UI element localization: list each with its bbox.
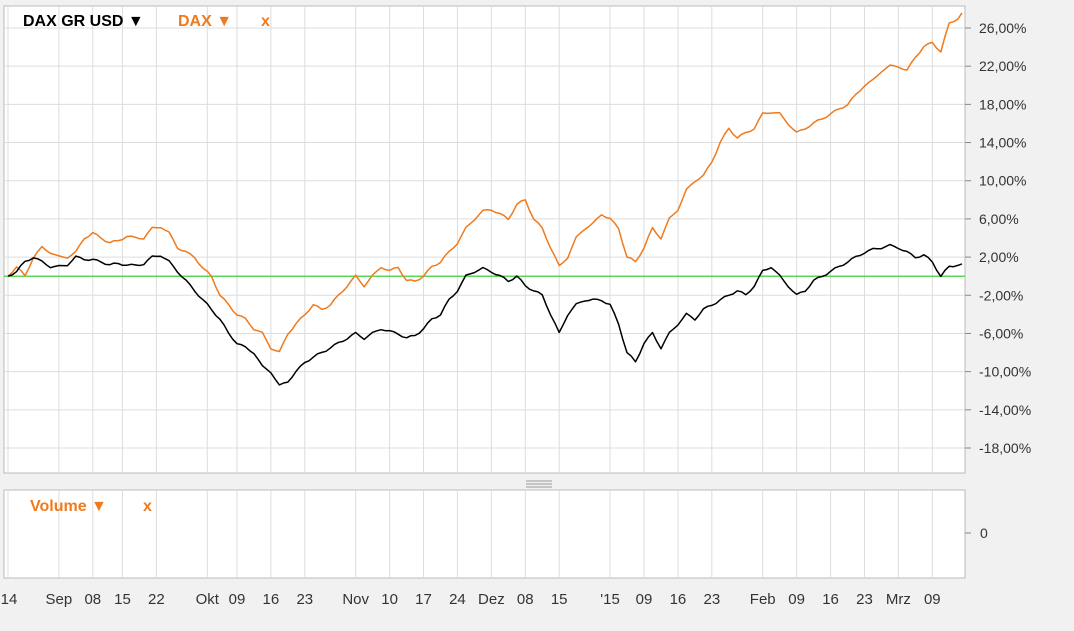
volume-vertical-gridlines xyxy=(7,490,933,578)
x-tick-label: 08 xyxy=(84,591,101,608)
y-tick-label: -6,00% xyxy=(979,325,1023,341)
y-tick-label: 10,00% xyxy=(979,173,1026,189)
x-tick-label: 16 xyxy=(670,591,687,608)
x-tick-label: Sep xyxy=(46,591,73,608)
x-tick-label: 09 xyxy=(924,591,941,608)
series-line-dax xyxy=(7,12,963,353)
x-tick-label: 08 xyxy=(517,591,534,608)
legend-series-dax-gr-usd[interactable]: DAX GR USD ▼ xyxy=(23,13,144,30)
x-tick-label: 22 xyxy=(148,591,165,608)
main-horizontal-gridlines xyxy=(4,27,965,449)
x-tick-label: Nov xyxy=(342,591,369,608)
x-tick-label: 24 xyxy=(449,591,466,608)
volume-legend-close-x[interactable]: x xyxy=(143,498,152,515)
y-tick-label: 2,00% xyxy=(979,249,1019,265)
volume-legend-label[interactable]: Volume ▼ xyxy=(30,498,107,515)
x-tick-label: Dez xyxy=(478,591,505,608)
legend-series-dax[interactable]: DAX ▼ xyxy=(178,13,232,30)
volume-y-tick-label: 0 xyxy=(980,525,988,541)
y-tick-label: 6,00% xyxy=(979,211,1019,227)
x-tick-label: 16 xyxy=(263,591,280,608)
y-tick-label: -2,00% xyxy=(979,287,1023,303)
main-vertical-gridlines xyxy=(7,6,933,473)
series-layer xyxy=(7,12,963,386)
drag-handle-icon[interactable] xyxy=(526,480,552,488)
x-tick-label: 23 xyxy=(296,591,313,608)
x-tick-label: Okt xyxy=(196,591,220,608)
x-tick-label: 15 xyxy=(114,591,131,608)
y-tick-label: 26,00% xyxy=(979,20,1026,36)
y-axis: 26,00% 22,00% 18,00% 14,00% 10,00% 6,00% 2,00%… xyxy=(965,20,1031,456)
x-tick-label: 09 xyxy=(229,591,246,608)
x-tick-label: Mrz xyxy=(886,591,911,608)
x-tick-label: 15 xyxy=(551,591,568,608)
y-tick-label: -18,00% xyxy=(979,440,1031,456)
x-tick-label: 17 xyxy=(415,591,432,608)
x-tick-label: 10 xyxy=(381,591,398,608)
volume-plot-area[interactable] xyxy=(3,489,966,579)
legend-close-x[interactable]: x xyxy=(261,13,270,30)
x-tick-label: 09 xyxy=(788,591,805,608)
x-tick-label: 16 xyxy=(822,591,839,608)
y-tick-label: -14,00% xyxy=(979,402,1031,418)
x-axis: 14 Sep 08 15 22 Okt 09 16 23 Nov 10 17 24 Dez 08 15 '15 0… xyxy=(1,591,941,608)
y-tick-label: 14,00% xyxy=(979,135,1026,151)
price-plot-area[interactable] xyxy=(3,5,966,474)
y-tick-label: 18,00% xyxy=(979,96,1026,112)
y-tick-label: -10,00% xyxy=(979,364,1031,380)
y-tick-label: 22,00% xyxy=(979,58,1026,74)
x-tick-label: 09 xyxy=(636,591,653,608)
x-tick-label: Feb xyxy=(750,591,776,608)
series-line-dax-gr-usd xyxy=(7,243,963,386)
x-tick-label: 23 xyxy=(856,591,873,608)
x-tick-label: '15 xyxy=(600,591,620,608)
x-tick-label: 14 xyxy=(1,591,18,608)
x-tick-label: 23 xyxy=(703,591,720,608)
